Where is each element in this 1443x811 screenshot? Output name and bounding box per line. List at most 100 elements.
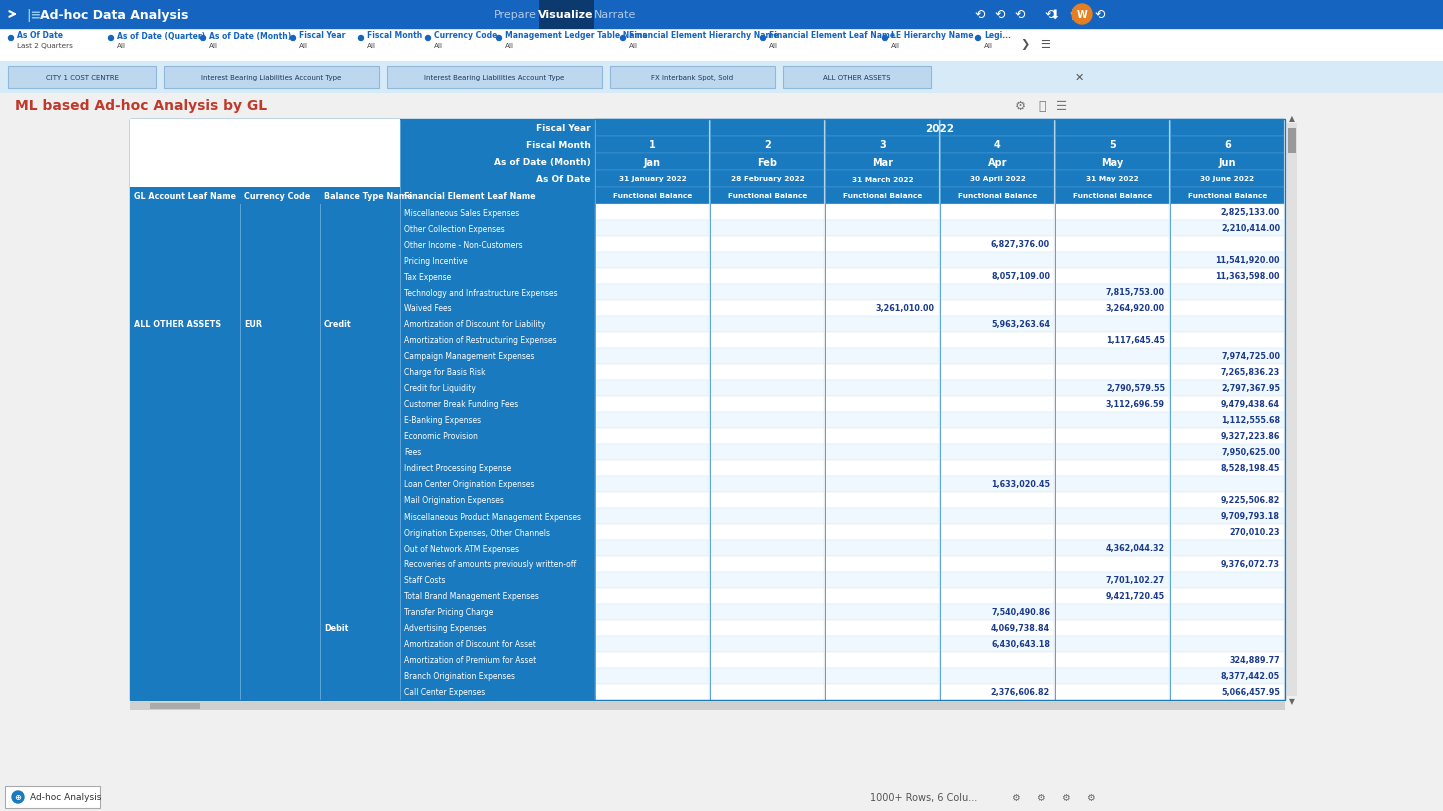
- Bar: [825, 525, 939, 540]
- Bar: [825, 620, 939, 636]
- Bar: [400, 301, 595, 316]
- Bar: [400, 444, 595, 461]
- Text: 11,541,920.00: 11,541,920.00: [1215, 256, 1280, 265]
- Bar: [825, 684, 939, 700]
- Text: All: All: [367, 43, 377, 49]
- Bar: [1055, 137, 1169, 154]
- Text: 4: 4: [994, 140, 1001, 150]
- Circle shape: [620, 36, 625, 41]
- Bar: [825, 477, 939, 492]
- Text: LE Hierarchy Name: LE Hierarchy Name: [890, 32, 974, 41]
- Bar: [540, 0, 595, 30]
- Text: Financial Element Leaf Name: Financial Element Leaf Name: [769, 32, 895, 41]
- Text: 3: 3: [879, 140, 886, 150]
- Bar: [825, 137, 939, 154]
- Text: ⬇: ⬇: [1049, 8, 1061, 21]
- Bar: [595, 525, 709, 540]
- Bar: [825, 461, 939, 476]
- Text: 7,701,102.27: 7,701,102.27: [1105, 576, 1165, 585]
- Text: Functional Balance: Functional Balance: [958, 193, 1038, 200]
- Text: 9,327,223.86: 9,327,223.86: [1221, 432, 1280, 441]
- Bar: [710, 269, 824, 285]
- Bar: [400, 493, 595, 508]
- Text: ⟲: ⟲: [1069, 8, 1081, 21]
- Bar: [710, 684, 824, 700]
- Bar: [1055, 508, 1169, 525]
- Circle shape: [975, 36, 980, 41]
- Bar: [939, 237, 1053, 253]
- Text: Indirect Processing Expense: Indirect Processing Expense: [404, 464, 511, 473]
- Text: As of Date (Month): As of Date (Month): [495, 158, 592, 167]
- Text: 2,825,133.00: 2,825,133.00: [1221, 208, 1280, 217]
- Bar: [130, 349, 400, 365]
- Bar: [710, 589, 824, 604]
- Text: ⟲: ⟲: [1095, 8, 1105, 21]
- Text: ⚙: ⚙: [1014, 100, 1026, 113]
- Bar: [400, 668, 595, 684]
- Bar: [595, 413, 709, 428]
- Text: FX Interbank Spot, Sold: FX Interbank Spot, Sold: [651, 75, 733, 81]
- Bar: [1170, 221, 1284, 237]
- Text: 5,963,263.64: 5,963,263.64: [991, 320, 1051, 329]
- Text: Origination Expenses, Other Channels: Origination Expenses, Other Channels: [404, 528, 550, 537]
- Bar: [595, 589, 709, 604]
- Bar: [130, 381, 400, 397]
- Text: Ad-hoc Data Analysis: Ad-hoc Data Analysis: [40, 8, 189, 21]
- Bar: [1170, 285, 1284, 301]
- Text: 31 January 2022: 31 January 2022: [619, 176, 687, 182]
- Text: GL Account Leaf Name: GL Account Leaf Name: [134, 191, 237, 201]
- Text: Jun: Jun: [1219, 157, 1237, 167]
- Bar: [939, 413, 1053, 428]
- Text: Currency Code: Currency Code: [434, 32, 498, 41]
- Text: 2,790,579.55: 2,790,579.55: [1105, 384, 1165, 393]
- Text: Other Income - Non-Customers: Other Income - Non-Customers: [404, 240, 522, 249]
- Circle shape: [883, 36, 887, 41]
- Text: All: All: [984, 43, 993, 49]
- Bar: [939, 589, 1053, 604]
- Text: 7,540,490.86: 7,540,490.86: [991, 607, 1051, 616]
- Bar: [1170, 589, 1284, 604]
- Bar: [825, 333, 939, 349]
- Bar: [825, 349, 939, 365]
- Text: Debit: Debit: [325, 624, 348, 633]
- Text: 4,362,044.32: 4,362,044.32: [1105, 544, 1165, 553]
- Bar: [595, 120, 709, 137]
- Text: Functional Balance: Functional Balance: [1188, 193, 1267, 200]
- Bar: [825, 668, 939, 684]
- Text: ⊕: ⊕: [14, 792, 22, 801]
- Bar: [1170, 317, 1284, 333]
- Bar: [825, 171, 939, 188]
- Bar: [939, 556, 1053, 573]
- Bar: [710, 493, 824, 508]
- Bar: [939, 221, 1053, 237]
- Text: ⟲: ⟲: [1045, 8, 1055, 21]
- Bar: [400, 541, 595, 556]
- Bar: [939, 604, 1053, 620]
- Bar: [595, 317, 709, 333]
- Bar: [595, 253, 709, 268]
- Bar: [710, 137, 824, 154]
- Circle shape: [108, 36, 114, 41]
- Text: 7,815,753.00: 7,815,753.00: [1105, 288, 1165, 297]
- Bar: [1170, 573, 1284, 588]
- Text: Amortization of Premium for Asset: Amortization of Premium for Asset: [404, 655, 537, 665]
- Text: Fiscal Year: Fiscal Year: [299, 32, 345, 41]
- Bar: [710, 444, 824, 461]
- Bar: [939, 429, 1053, 444]
- Text: W: W: [1076, 10, 1088, 20]
- Bar: [595, 301, 709, 316]
- Bar: [939, 154, 1053, 171]
- Bar: [939, 668, 1053, 684]
- Bar: [0, 783, 1443, 811]
- Text: 9,709,793.18: 9,709,793.18: [1221, 512, 1280, 521]
- Text: Recoveries of amounts previously written-off: Recoveries of amounts previously written…: [404, 560, 576, 569]
- Circle shape: [760, 36, 765, 41]
- Bar: [387, 67, 602, 89]
- Bar: [1055, 429, 1169, 444]
- Bar: [939, 653, 1053, 668]
- Text: Amortization of Restructuring Expenses: Amortization of Restructuring Expenses: [404, 336, 557, 345]
- Text: 5,066,457.95: 5,066,457.95: [1221, 688, 1280, 697]
- Text: Legi...: Legi...: [984, 32, 1012, 41]
- Bar: [710, 171, 824, 188]
- Text: 7,950,625.00: 7,950,625.00: [1221, 448, 1280, 457]
